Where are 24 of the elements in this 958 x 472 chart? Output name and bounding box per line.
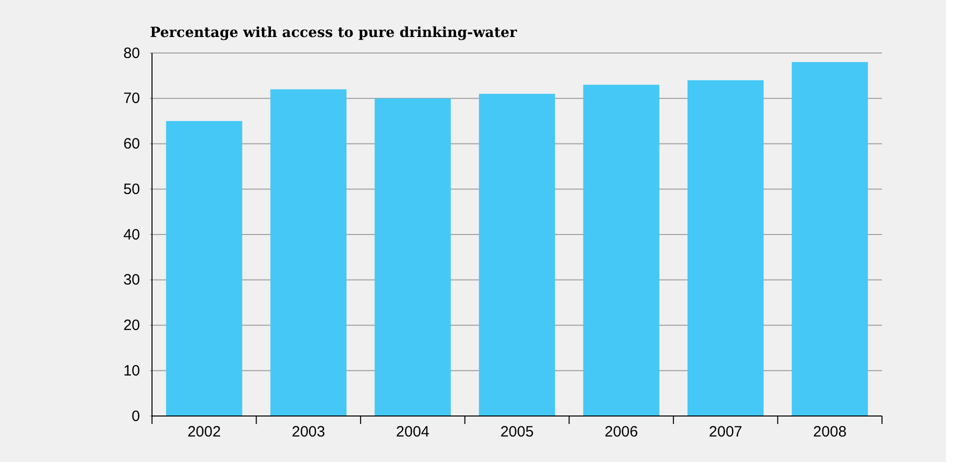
chart-title: Percentage with access to pure drinking-water (150, 25, 518, 41)
x-tick-label: 2004 (396, 424, 430, 441)
bar (166, 121, 242, 416)
bar (583, 84, 660, 416)
y-tick-label: 30 (123, 272, 140, 289)
x-tick-label: 2006 (604, 424, 638, 441)
x-tick-label: 2008 (813, 424, 847, 441)
y-tick-label: 10 (123, 362, 140, 380)
bar (374, 98, 451, 416)
y-tick-label: 0 (132, 408, 140, 425)
x-tick-label: 2003 (292, 424, 326, 441)
x-tick-label: 2007 (708, 424, 742, 441)
bar (478, 94, 556, 416)
bar (688, 80, 764, 416)
x-tick-label: 2005 (500, 424, 534, 441)
y-tick-label: 40 (123, 226, 140, 244)
bar (270, 89, 346, 416)
y-tick-label: 60 (123, 136, 140, 153)
y-tick-label: 80 (123, 44, 140, 62)
bar (792, 62, 868, 416)
y-tick-label: 50 (123, 180, 140, 198)
x-tick-label: 2002 (187, 424, 221, 441)
y-tick-label: 70 (123, 90, 140, 108)
y-tick-label: 20 (123, 317, 140, 334)
